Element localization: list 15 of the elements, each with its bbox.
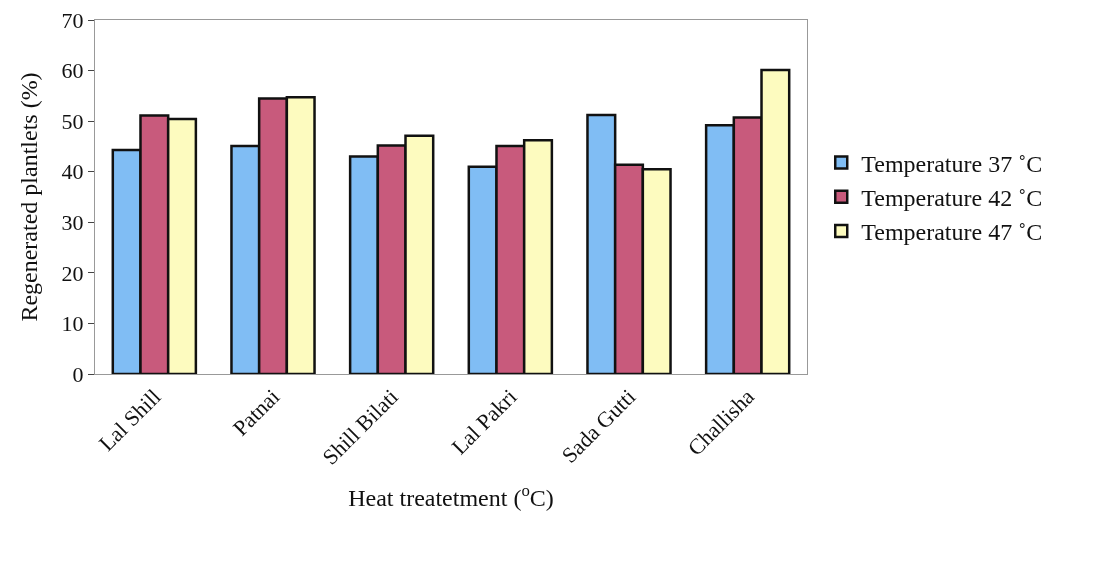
x-axis-title: Heat treatetment ($^{o}$C) bbox=[348, 480, 554, 511]
y-tick-label: 20 bbox=[61, 260, 84, 286]
y-tick-label: 10 bbox=[61, 311, 84, 337]
y-tick-label: 50 bbox=[61, 108, 84, 134]
y-tick-label: 30 bbox=[61, 209, 84, 235]
x-tick-label: Lal Shill bbox=[93, 384, 166, 456]
y-tick-label: 40 bbox=[61, 159, 84, 185]
x-tick-label: Sada Gutti bbox=[556, 384, 641, 468]
legend-label: Temperature 42 ˚C bbox=[861, 185, 1043, 212]
y-tick-label: 60 bbox=[61, 58, 84, 84]
y-tick-label: 70 bbox=[61, 7, 84, 33]
legend-label: Temperature 47 ˚C bbox=[861, 219, 1043, 246]
y-tick-label: 0 bbox=[72, 361, 84, 387]
legend-label: Temperature 37 ˚C bbox=[861, 150, 1043, 177]
y-axis-title: Regenerated plantlets (%) bbox=[16, 72, 42, 322]
